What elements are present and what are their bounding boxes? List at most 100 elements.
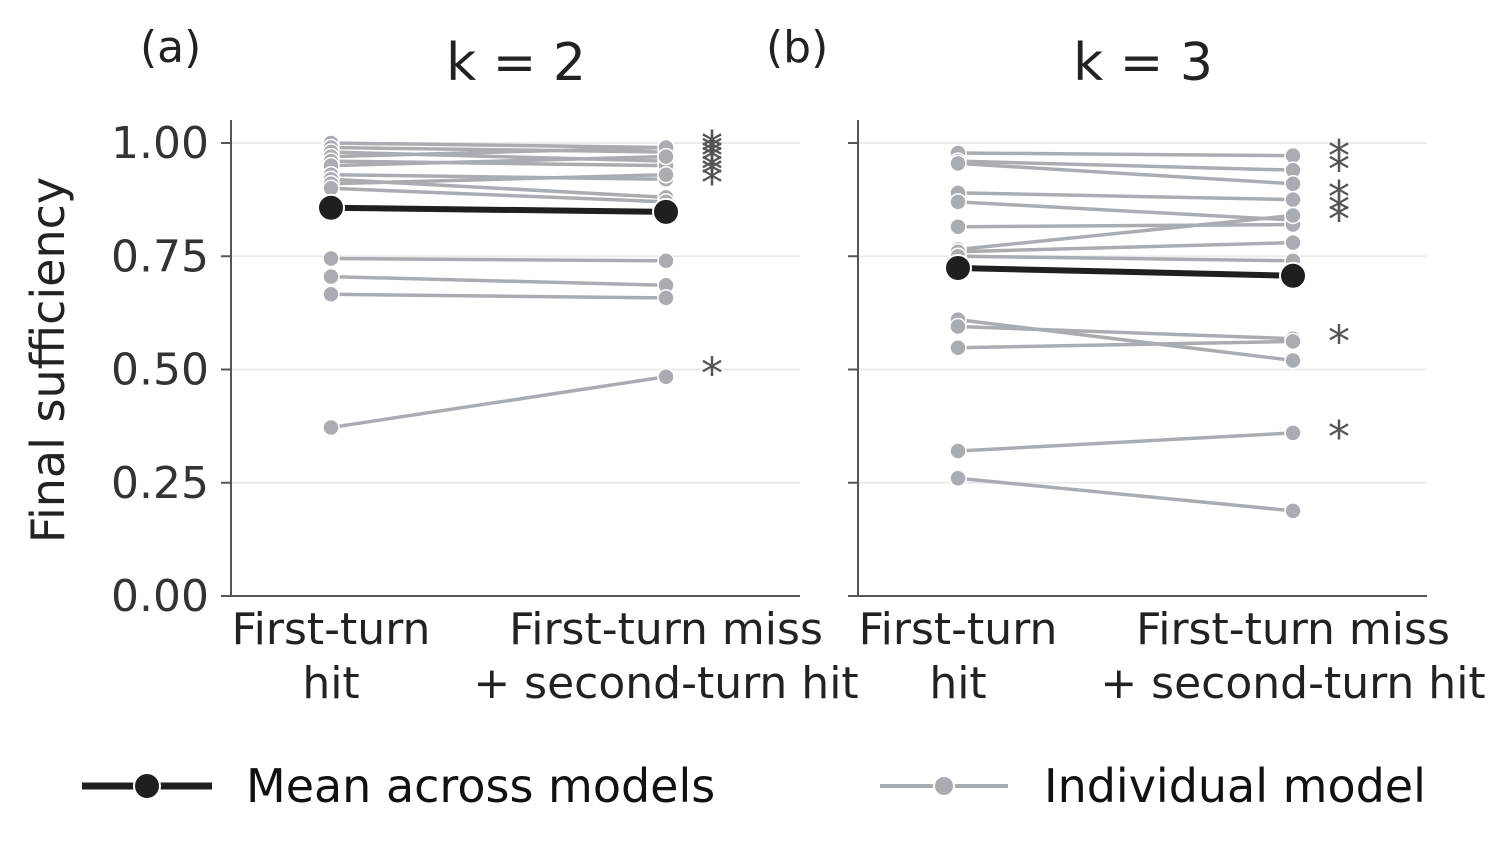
panel-b-significance-star-5: * <box>1328 317 1350 368</box>
panel-a-y-ticks: 0.00 0.25 0.50 0.75 1.00 <box>111 118 231 622</box>
panel-b-individual-point-2-1 <box>1284 175 1302 193</box>
panel-a-individual-line-5 <box>330 154 667 168</box>
panel-b-individual-point-11-1 <box>1284 332 1302 351</box>
panel-b-individual-line-13 <box>957 476 1294 513</box>
panel-a-category-0-line-2: hit <box>302 658 359 709</box>
y-tick-label-0: 0.00 <box>111 571 209 622</box>
panel-b-category-1-line-2: + second-turn hit <box>1100 658 1485 709</box>
panel-b-y-ticks <box>848 142 858 597</box>
panel-a-individual-line-4 <box>330 159 667 168</box>
panel-a-individual-line-10 <box>330 256 667 263</box>
panel-a-individual-point-13-0 <box>322 418 340 437</box>
panel-a-mean-line <box>330 204 667 215</box>
panel-a-individual-point-11-0 <box>322 267 340 286</box>
panel-a-category-0-line-1: First-turn <box>232 604 431 655</box>
panel-b-individual-point-0-1 <box>1284 146 1302 165</box>
panel-b-significance-star-1: * <box>1328 145 1350 196</box>
panel-a-significance-markers: ******** <box>701 122 723 400</box>
panel-b-significance-star-0: * <box>1328 131 1350 182</box>
panel-b-individual-line-12 <box>957 431 1294 453</box>
panel-b-individual-line-0 <box>957 151 1294 158</box>
panel-a-individual-point-12-0 <box>322 285 340 304</box>
panel-a-individual-line-1 <box>330 145 667 154</box>
panel-b-title: k = 3 <box>1073 33 1213 93</box>
y-tick-label-4: 1.00 <box>111 118 209 169</box>
panel-b-individual-line-5 <box>957 222 1294 229</box>
panel-a-individual-line-9 <box>330 186 667 204</box>
panel-a-individual-line-3 <box>330 145 667 159</box>
panel-b-individual-point-4-0 <box>949 193 967 211</box>
panel-b-individual-line-1 <box>957 159 1294 172</box>
panel-k2: (a) k = 2 0.000.250.500.751.00 ******** … <box>111 22 859 709</box>
panel-b-individual-point-13-1 <box>1284 502 1302 520</box>
y-tick-label-3: 0.75 <box>111 231 209 282</box>
panel-a-significance-star-7: * <box>701 348 723 399</box>
panel-b-individual-line-4 <box>957 200 1294 222</box>
legend-individual-label: Individual model <box>1044 759 1426 813</box>
panel-k3: (b) k = 3 ******* First-turn hit First-t… <box>766 22 1486 709</box>
panel-a-significance-star-1: * <box>701 126 723 177</box>
panel-a-individual-point-13-1 <box>657 367 675 386</box>
panel-a-category-1-line-1: First-turn miss <box>509 604 823 655</box>
panel-a-individual-line-13 <box>330 375 667 430</box>
panel-a-significance-star-5: * <box>701 149 723 200</box>
panel-a-category-1-line-2: + second-turn hit <box>473 658 858 709</box>
legend-mean-label: Mean across models <box>246 759 715 813</box>
panel-a-significance-star-0: * <box>701 122 723 173</box>
panel-b-individual-point-12-1 <box>1284 424 1302 442</box>
panel-a-individual-line-12 <box>330 292 667 300</box>
panel-a-individual-point-12-1 <box>657 289 675 307</box>
panel-b-individual-point-10-0 <box>949 317 967 336</box>
panel-b-individual-line-9 <box>957 317 1294 363</box>
panel-a-individual-point-5-1 <box>657 147 675 166</box>
panel-b-individual-line-8 <box>957 254 1294 263</box>
panel-a-series <box>317 134 680 437</box>
panel-a-title: k = 2 <box>446 33 586 93</box>
panel-b-individual-point-6-1 <box>1284 206 1302 225</box>
panel-a-significance-star-3: * <box>701 136 723 187</box>
panel-b-individual-point-13-0 <box>949 469 967 487</box>
panel-b-significance-star-2: * <box>1328 172 1350 223</box>
y-tick-label-1: 0.25 <box>111 458 209 509</box>
panel-a-significance-star-6: * <box>701 158 723 209</box>
panel-a-individual-line-6 <box>330 172 667 181</box>
y-tick-label-2: 0.50 <box>111 345 209 396</box>
panel-a-significance-star-2: * <box>701 131 723 182</box>
panel-b-individual-point-9-1 <box>1284 351 1302 370</box>
panel-b-individual-line-2 <box>957 161 1294 186</box>
panel-b-individual-point-11-0 <box>949 339 967 357</box>
panel-a-individual-point-10-1 <box>657 252 675 270</box>
panel-b-category-0-line-1: First-turn <box>859 604 1058 655</box>
panel-b-individual-line-11 <box>957 339 1294 350</box>
panel-a-mean-point-1 <box>652 197 680 226</box>
panel-a-individual-line-0 <box>330 141 667 150</box>
panel-b-individual-point-12-0 <box>949 442 967 460</box>
panel-b-mean-point-1 <box>1279 261 1307 290</box>
panel-b-category-0-line-2: hit <box>929 658 986 709</box>
panel-b-mean-line <box>957 265 1294 279</box>
panel-b-series <box>944 144 1307 520</box>
panel-b-significance-markers: ******* <box>1328 131 1350 463</box>
panel-a-significance-star-4: * <box>701 145 723 196</box>
panel-a-individual-point-10-0 <box>322 249 340 268</box>
panel-b-individual-point-3-1 <box>1284 190 1302 209</box>
panel-a-mean-point-0 <box>317 193 345 222</box>
panel-b-significance-star-6: * <box>1328 412 1350 463</box>
y-axis-label: Final sufficiency <box>21 177 75 543</box>
panel-b-letter: (b) <box>766 22 828 73</box>
panel-b-significance-star-3: * <box>1328 185 1350 236</box>
panel-a-individual-point-8-1 <box>657 165 675 184</box>
panel-a-individual-line-8 <box>330 172 667 186</box>
panel-b-significance-star-4: * <box>1328 194 1350 245</box>
legend: Mean across models Individual model <box>82 759 1426 813</box>
panel-b-individual-point-2-0 <box>949 154 967 173</box>
panel-b-individual-line-3 <box>957 191 1294 202</box>
panel-b-category-1-line-1: First-turn miss <box>1136 604 1450 655</box>
panel-a-individual-line-11 <box>330 274 667 287</box>
panel-b-individual-point-7-1 <box>1284 233 1302 252</box>
panel-b-individual-point-5-0 <box>949 218 967 236</box>
panel-b-individual-line-6 <box>957 213 1294 252</box>
panel-a-letter: (a) <box>140 22 201 73</box>
panel-b-mean-point-0 <box>944 254 972 283</box>
